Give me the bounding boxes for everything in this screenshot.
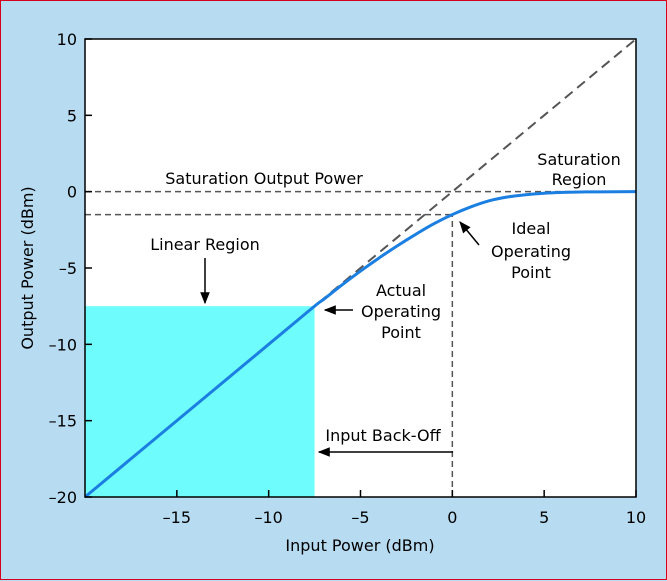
saturation-region-label-line2: Region [552, 170, 607, 189]
ideal-operating-point-line2: Operating [491, 242, 571, 261]
x-tick-label: –15 [163, 508, 191, 527]
amplifier-response-series [84, 190, 637, 499]
x-axis-ticks: –15 –10 –5 0 5 10 [163, 490, 646, 527]
input-backoff-label: Input Back-Off [325, 426, 441, 445]
y-tick-label: –20 [49, 488, 77, 507]
ideal-operating-point-line3: Point [511, 263, 551, 282]
x-tick-label: 10 [626, 508, 646, 527]
actual-operating-point-line1: Actual [376, 281, 426, 300]
saturation-region-label-line1: Saturation [537, 150, 620, 169]
actual-operating-point-line2: Operating [361, 302, 441, 321]
x-axis-title: Input Power (dBm) [285, 536, 434, 555]
y-tick-label: –5 [59, 259, 77, 278]
y-tick-label: –10 [49, 335, 77, 354]
y-tick-label: 10 [57, 30, 77, 49]
x-tick-label: 5 [539, 508, 549, 527]
y-tick-label: 5 [67, 106, 77, 125]
x-tick-label: 0 [447, 508, 457, 527]
y-tick-label: –15 [49, 412, 77, 431]
y-axis-title: Output Power (dBm) [18, 186, 37, 349]
y-axis-ticks: –20 –15 –10 –5 0 5 10 [49, 30, 92, 507]
x-tick-label: –5 [351, 508, 369, 527]
ideal-operating-point-line1: Ideal [512, 219, 551, 238]
ideal-operating-point-arrow [459, 221, 480, 246]
y-tick-label: 0 [67, 183, 77, 202]
x-tick-label: –10 [254, 508, 282, 527]
saturation-output-power-label: Saturation Output Power [165, 169, 363, 188]
actual-operating-point-line3: Point [381, 323, 421, 342]
linear-region-label: Linear Region [150, 235, 260, 254]
